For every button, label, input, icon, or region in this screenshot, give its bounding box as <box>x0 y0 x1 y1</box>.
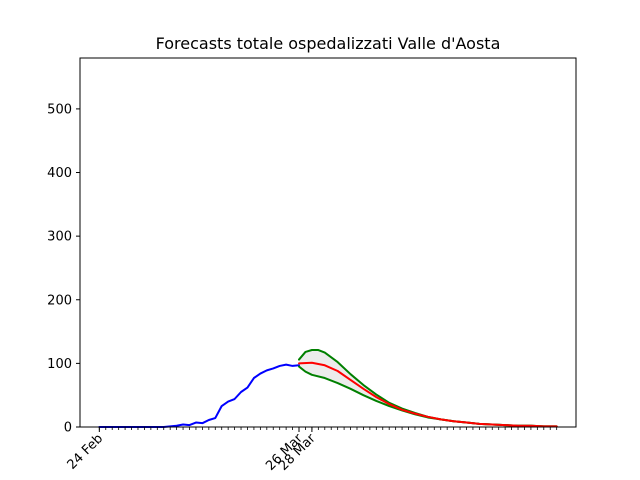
y-tick-label: 400 <box>47 166 72 181</box>
y-tick-label: 100 <box>47 357 72 372</box>
y-tick-label: 500 <box>47 102 72 117</box>
plot-frame <box>79 57 577 428</box>
y-tick-label: 0 <box>64 421 72 436</box>
y-axis: 0 100 200 300 400 500 <box>47 102 80 436</box>
y-tick-label: 200 <box>47 293 72 308</box>
chart-title: Forecasts totale ospedalizzati Valle d'A… <box>156 34 501 53</box>
x-tick-label: 24 Feb <box>65 431 107 473</box>
series-line-forecast <box>298 361 558 428</box>
y-tick-label: 300 <box>47 230 72 245</box>
